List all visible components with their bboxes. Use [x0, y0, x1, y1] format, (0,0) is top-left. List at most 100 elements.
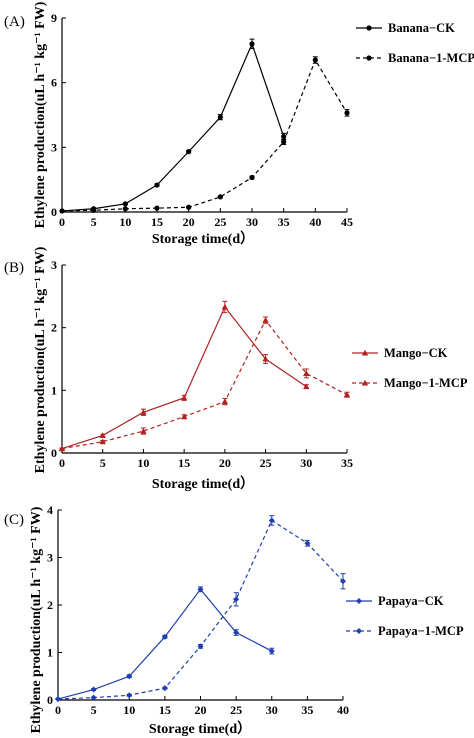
data-point: [233, 596, 240, 603]
data-point: [268, 648, 275, 655]
x-tick-label: 40: [337, 703, 349, 717]
x-axis-title: Storage time(d）: [149, 721, 251, 737]
data-point: [99, 438, 106, 445]
x-tick-label: 45: [341, 215, 353, 229]
series-ck: [59, 38, 287, 214]
y-tick-label: 1: [47, 646, 53, 660]
legend-label: Papaya−1-MCP: [378, 624, 464, 638]
series-1-mcp: [59, 56, 350, 214]
data-point: [186, 149, 192, 155]
data-point: [221, 303, 229, 310]
legend-entry: Mango−CK: [352, 346, 448, 360]
x-tick-label: 25: [260, 456, 272, 470]
x-tick-label: 10: [137, 456, 149, 470]
data-point: [361, 349, 369, 356]
data-point: [197, 586, 204, 593]
data-point: [154, 205, 160, 211]
series-1-mcp: [55, 515, 346, 703]
legend-label: Banana−1-MCP: [388, 51, 474, 65]
y-tick-label: 0: [51, 446, 57, 460]
series-line: [57, 519, 344, 700]
x-tick-label: 30: [266, 703, 278, 717]
panel-label: (A): [4, 14, 25, 30]
data-point: [262, 316, 269, 323]
data-point: [281, 139, 287, 145]
data-point: [161, 633, 168, 640]
data-point: [343, 391, 351, 398]
x-tick-label: 5: [91, 703, 97, 717]
data-point: [126, 692, 133, 699]
x-tick-label: 15: [178, 456, 190, 470]
y-tick-label: 9: [51, 11, 57, 25]
data-point: [281, 133, 287, 140]
x-tick-label: 25: [214, 215, 226, 229]
data-point: [186, 204, 192, 210]
x-tick-label: 40: [309, 215, 321, 229]
x-axis-title: Storage time(d）: [152, 476, 254, 492]
data-point: [197, 643, 204, 650]
y-tick-label: 2: [47, 598, 53, 612]
data-point: [312, 57, 318, 63]
data-point: [122, 201, 128, 207]
data-point: [366, 25, 372, 31]
x-tick-label: 25: [230, 703, 242, 717]
data-point: [262, 355, 269, 362]
x-tick-label: 0: [55, 703, 61, 717]
y-tick-label: 3: [51, 140, 57, 154]
data-point: [58, 445, 66, 452]
data-point: [221, 398, 229, 405]
series-line: [61, 305, 307, 450]
data-point: [303, 383, 310, 390]
data-point: [356, 628, 362, 634]
x-tick-label: 0: [59, 215, 65, 229]
panel-b: (B) Ethylene production(uL h⁻¹ kg⁻¹ FW) …: [4, 246, 468, 492]
panel-label: (C): [4, 512, 24, 528]
y-axis-title: Ethylene production(uL h⁻¹ kg⁻¹ FW): [29, 506, 44, 733]
y-axis-title: Ethylene production(uL h⁻¹ kg⁻¹ FW): [33, 246, 48, 473]
data-point: [140, 409, 147, 415]
x-tick-label: 20: [219, 456, 231, 470]
x-tick-label: 20: [195, 703, 207, 717]
data-point: [180, 394, 188, 401]
data-point: [366, 55, 372, 61]
y-tick-label: 3: [47, 551, 53, 565]
legend-label: Mango−1-MCP: [384, 376, 468, 390]
data-point: [249, 174, 255, 181]
series-line: [61, 319, 348, 450]
series-line: [57, 588, 273, 700]
data-point: [340, 578, 346, 585]
data-point: [344, 110, 350, 116]
series-ck: [55, 586, 275, 703]
x-tick-label: 35: [341, 456, 353, 470]
data-point: [126, 673, 133, 680]
data-point: [233, 629, 240, 636]
legend-entry: Papaya−CK: [346, 594, 444, 608]
data-point: [361, 379, 369, 386]
y-tick-label: 0: [51, 205, 57, 219]
data-point: [122, 206, 128, 212]
data-point: [140, 427, 147, 434]
data-point: [268, 517, 275, 524]
x-tick-label: 20: [183, 215, 195, 229]
y-tick-label: 6: [51, 76, 57, 90]
data-point: [217, 114, 223, 120]
y-tick-label: 2: [51, 321, 57, 335]
x-tick-label: 10: [123, 703, 135, 717]
panel-a: (A) Ethylene production(uL h⁻¹ kg⁻¹ FW) …: [4, 1, 474, 247]
x-axis-title: Storage time(d）: [152, 231, 254, 247]
x-tick-label: 15: [151, 215, 163, 229]
legend-entry: Banana−CK: [356, 21, 455, 35]
data-point: [217, 194, 223, 200]
data-point: [91, 207, 97, 213]
y-tick-label: 4: [47, 503, 53, 517]
x-tick-label: 0: [59, 456, 65, 470]
data-point: [180, 413, 188, 420]
data-point: [303, 370, 310, 376]
data-point: [99, 432, 106, 439]
legend-label: Mango−CK: [384, 346, 448, 360]
panel-c: (C) Ethylene production(uL h⁻¹ kg⁻¹ FW) …: [4, 503, 464, 737]
data-point: [55, 696, 61, 703]
x-tick-label: 10: [119, 215, 131, 229]
series-line: [61, 42, 285, 212]
series-1-mcp: [58, 316, 351, 452]
